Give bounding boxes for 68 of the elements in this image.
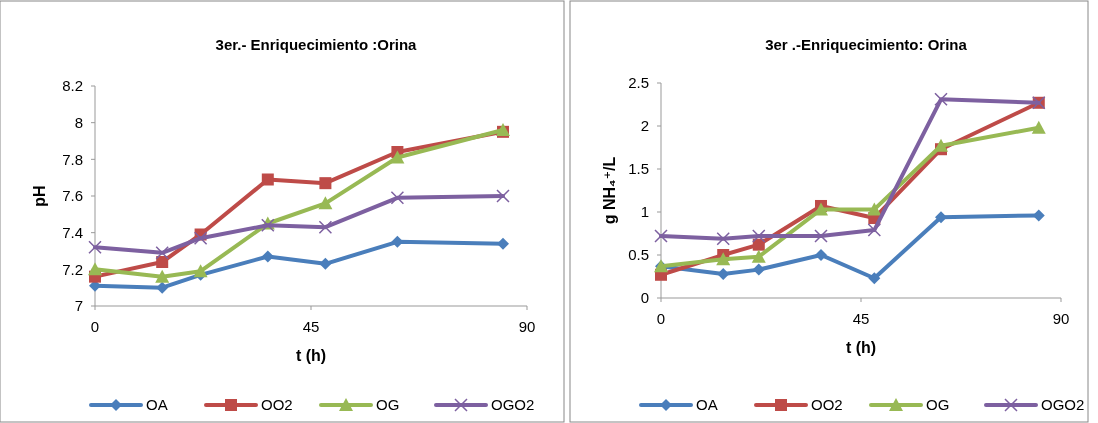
point: [814, 229, 828, 243]
y-tick-label: 2.5: [628, 74, 649, 92]
x-tick-label: 0: [656, 310, 666, 327]
point: [88, 262, 102, 276]
point: [868, 272, 881, 285]
x-tick-label: 90: [518, 318, 536, 335]
point: [716, 231, 730, 246]
point: [497, 237, 509, 250]
y-tick-label: 7.2: [62, 260, 83, 278]
point: [867, 202, 882, 216]
y-axis-title: pH: [31, 185, 48, 207]
y-tick-label: 7.6: [62, 187, 83, 205]
legend-label: OA: [696, 396, 718, 414]
point: [88, 240, 102, 255]
point: [156, 256, 169, 268]
y-tick-label: 2: [640, 117, 649, 135]
x-axis-title: t (h): [845, 339, 877, 356]
x-axis-title: t (h): [295, 347, 327, 364]
point: [319, 257, 332, 270]
legend-label: OGO2: [491, 396, 535, 414]
point: [261, 173, 274, 186]
x-tick-label: 0: [90, 318, 100, 335]
legend-label: OG: [926, 396, 950, 414]
y-tick-label: 1.5: [628, 160, 649, 178]
point: [654, 229, 668, 243]
point: [752, 238, 765, 251]
point: [496, 189, 510, 203]
point: [261, 250, 274, 263]
y-axis-title: g NH₄⁺/L: [601, 156, 618, 225]
point: [155, 246, 169, 260]
point: [716, 252, 731, 266]
point: [867, 223, 882, 237]
point: [752, 229, 766, 243]
y-tick-label: 7.4: [62, 223, 83, 241]
point: [318, 196, 333, 210]
point: [390, 150, 405, 164]
point: [815, 249, 827, 261]
chart-title: 3er .-Enriquecimiento: Orina: [765, 36, 968, 53]
x-tick-label: 90: [1052, 310, 1070, 327]
legend-label: OGO2: [1041, 396, 1085, 414]
legend-label: OG: [376, 396, 400, 414]
point: [193, 264, 208, 278]
y-tick-label: 0: [640, 289, 649, 307]
point: [156, 281, 169, 294]
point: [1031, 120, 1046, 134]
point: [319, 177, 332, 190]
x-tick-label: 45: [852, 310, 870, 327]
point: [193, 231, 208, 245]
point: [390, 191, 405, 205]
point: [814, 202, 828, 216]
y-tick-label: 8: [74, 113, 83, 131]
chart-title: 3er.- Enriquecimiento :Orina: [215, 36, 418, 53]
point: [752, 263, 765, 276]
y-tick-label: 1: [640, 203, 649, 221]
y-tick-label: 0.5: [628, 246, 649, 264]
x-tick-label: 45: [302, 318, 320, 335]
point: [155, 269, 170, 283]
y-tick-label: 7.8: [62, 150, 83, 168]
legend-label: OA: [146, 396, 168, 414]
point: [751, 249, 766, 263]
legend-label: OO2: [811, 396, 843, 414]
point: [934, 92, 948, 107]
point: [935, 211, 947, 224]
point: [318, 220, 333, 234]
point: [934, 138, 948, 152]
legend-label: OO2: [261, 396, 293, 414]
y-tick-label: 7: [74, 297, 83, 315]
y-tick-label: 8.2: [62, 77, 83, 95]
